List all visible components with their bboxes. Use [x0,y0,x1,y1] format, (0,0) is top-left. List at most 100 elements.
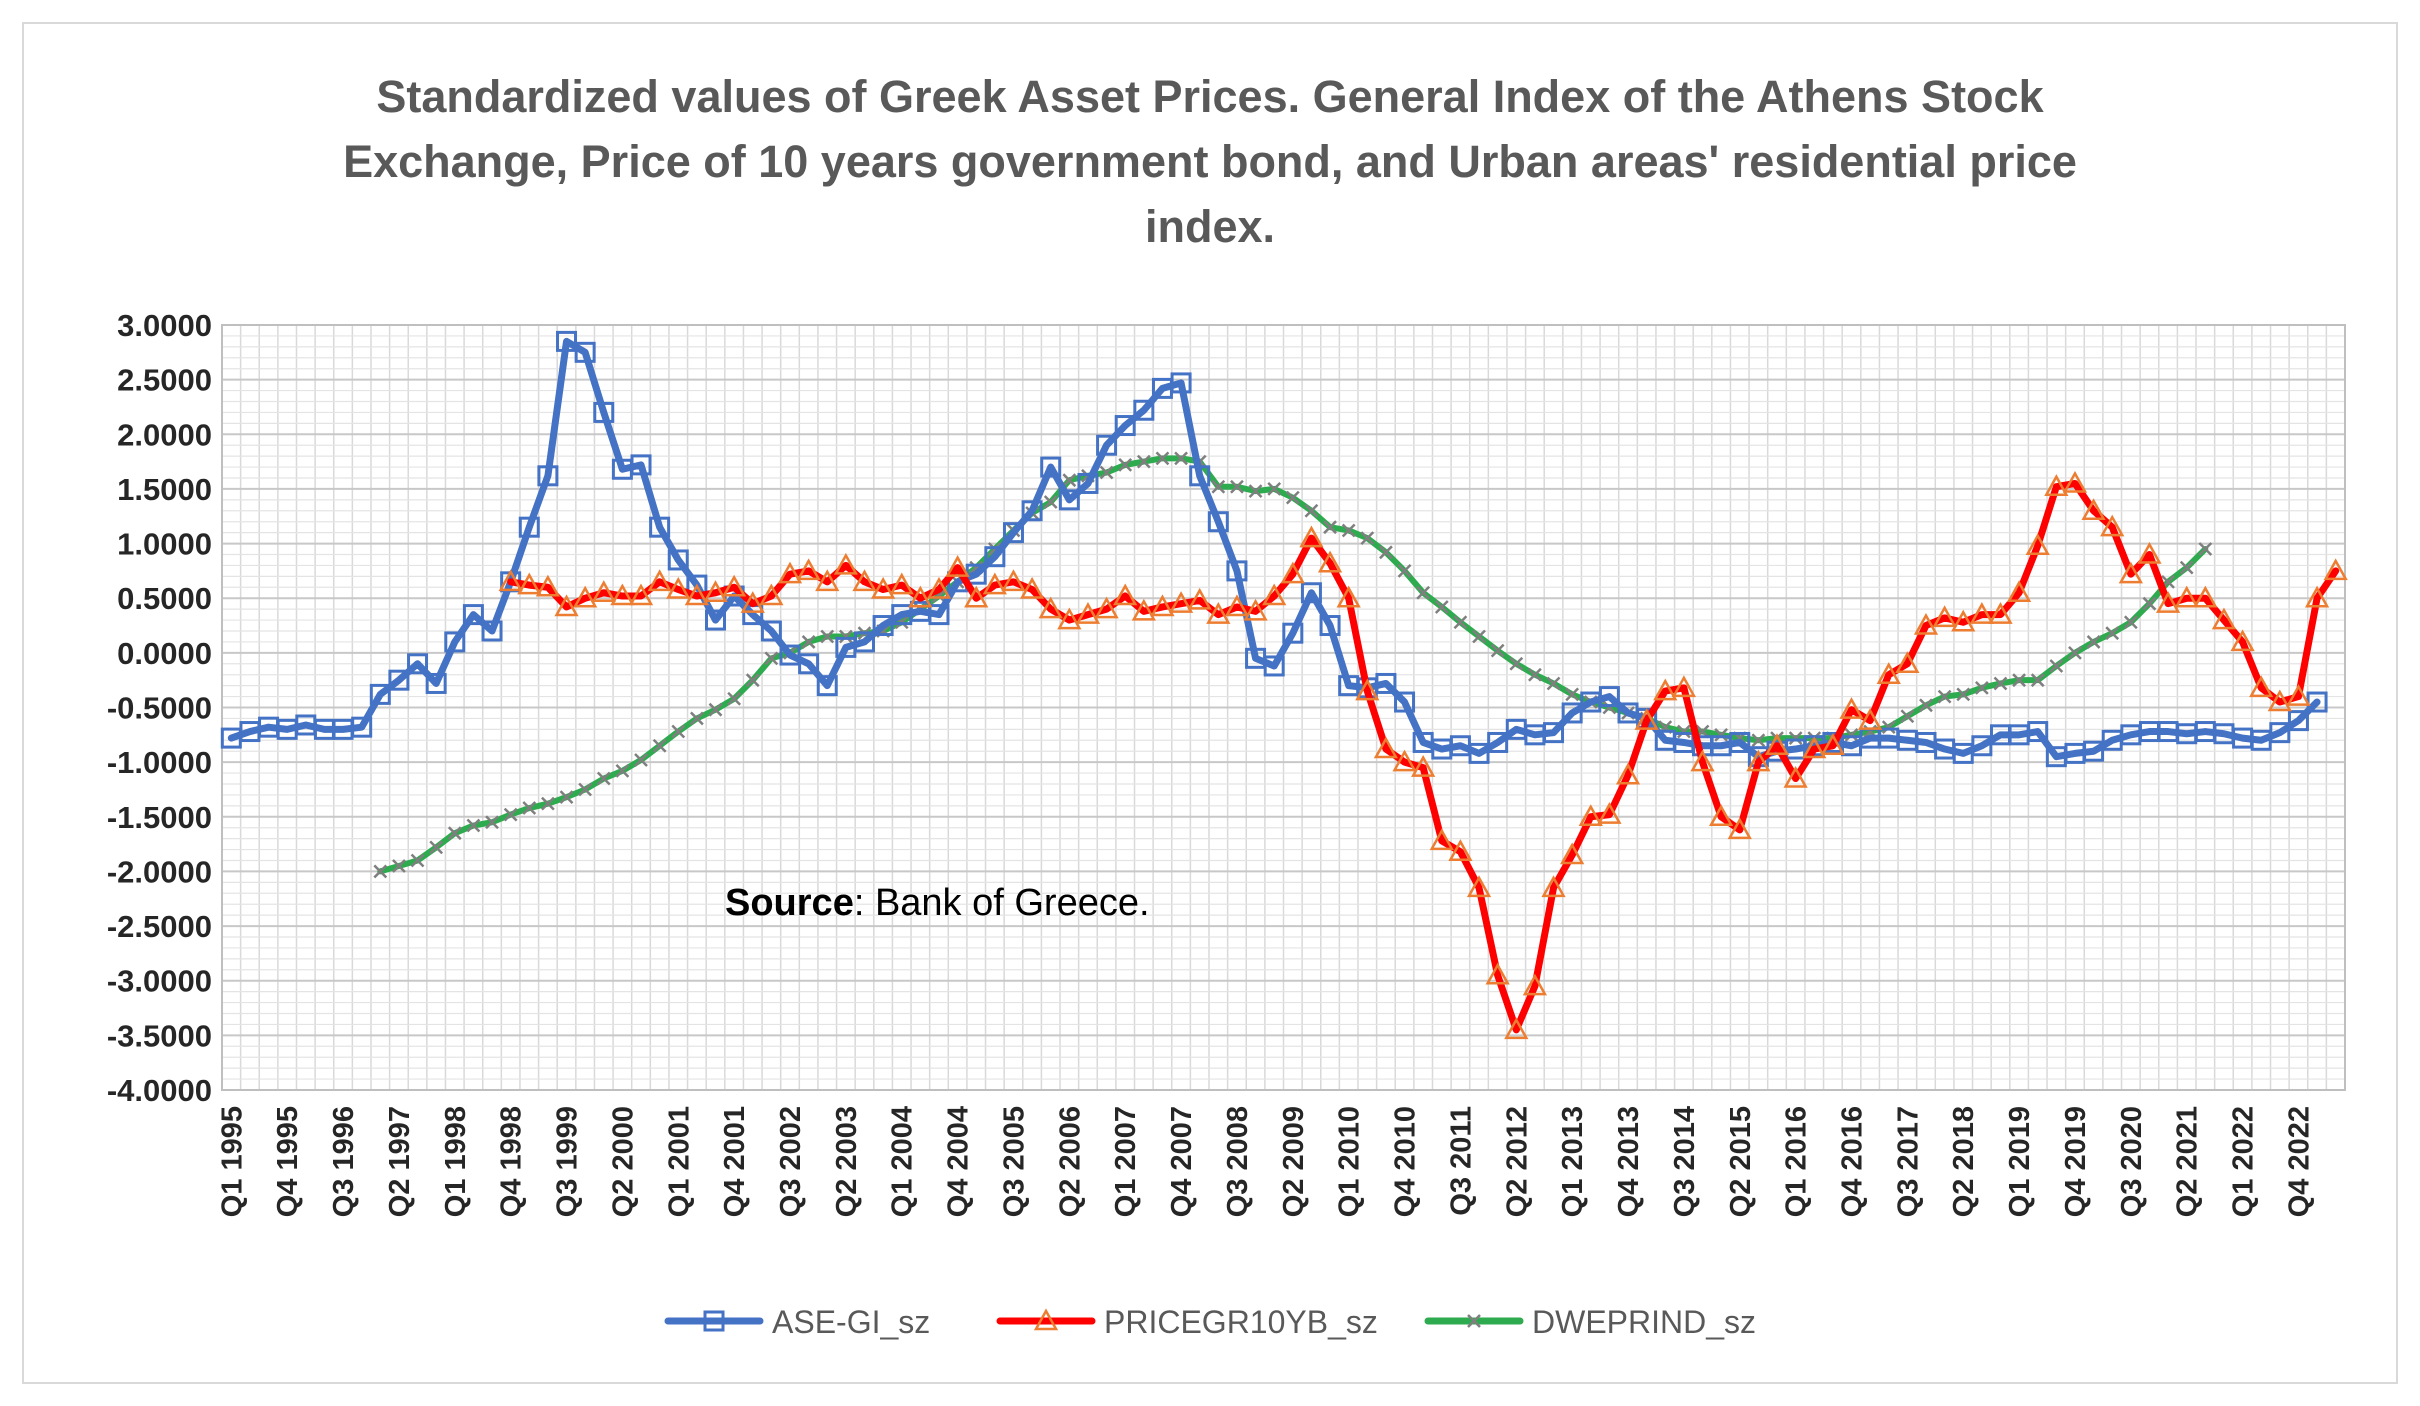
data-point [1615,762,1641,785]
y-tick-label: 1.5000 [117,472,212,507]
data-point [503,807,518,822]
x-tick-label: Q2 2021 [2172,1106,2204,1217]
data-point [652,738,667,753]
data-point [908,585,933,608]
x-tick-label: Q1 2007 [1110,1106,1142,1217]
data-point [392,859,406,873]
data-point [2286,683,2311,706]
data-point [1075,602,1101,624]
x-tick-label: Q2 2012 [1501,1106,1533,1217]
data-point [1206,602,1231,624]
chart-title-line-2: Exchange, Price of 10 years government b… [343,136,2077,187]
data-point [1937,689,1952,704]
data-point [1224,594,1250,617]
data-point [2123,615,2138,630]
data-point [853,631,875,653]
data-point [796,558,821,581]
data-point [1560,842,1585,865]
x-tick-label: Q4 2016 [1836,1106,1868,1217]
data-point [615,764,630,778]
data-point [1504,1017,1529,1040]
data-point [1913,612,1939,635]
data-point [1788,731,1803,745]
data-point [2287,710,2309,732]
data-point [1057,607,1082,630]
data-point [1751,733,1766,748]
data-point [1764,733,1790,755]
data-point [1323,520,1337,535]
data-point [1783,765,1808,788]
legend-marker [1033,1308,1059,1331]
data-point [1578,804,1603,827]
x-tick-label: Q4 2019 [2060,1106,2092,1217]
x-tick-label: Q4 1998 [496,1106,528,1217]
x-tick-label: Q1 1995 [216,1106,248,1217]
data-point [1487,731,1509,753]
data-point [1319,615,1341,637]
data-point [1131,598,1156,621]
data-point [1543,722,1565,744]
x-tick-label: Q3 2002 [775,1106,807,1217]
data-point [2267,689,2292,712]
data-point [1243,598,1268,621]
data-point [444,631,466,653]
data-point [2142,596,2157,611]
data-point [2269,722,2291,744]
x-tick-label: Q1 2010 [1334,1106,1366,1217]
data-point [2230,629,2255,652]
data-point [2174,585,2199,608]
y-axis-ticks: 3.0000 2.5000 2.0000 1.5000 1.0000 0.5000 0.00… [107,308,212,1108]
data-point [634,753,648,767]
data-point [1096,434,1118,456]
data-point [647,569,672,592]
data-point [1900,709,1915,724]
data-point [1509,656,1524,671]
data-point [591,580,616,602]
legend-item-ASE-GI_sz: ASE-GI_sz [664,1304,930,1340]
data-point [1485,962,1510,985]
data-point [2012,673,2026,688]
x-tick-label: Q3 2014 [1669,1106,1701,1217]
data-point [1373,736,1399,759]
y-tick-label: -3.5000 [107,1018,212,1053]
data-point [1094,596,1119,619]
data-point [1876,662,1901,684]
x-tick-label: Q2 2003 [831,1106,863,1217]
data-point [1453,615,1468,630]
data-point [815,569,840,592]
data-point [554,594,579,617]
data-point [429,840,444,855]
data-point [1951,609,1976,632]
data-point [2118,561,2143,584]
data-point [573,585,598,608]
x-tick-label: Q3 2017 [1892,1106,1924,1217]
data-point [1839,697,1864,719]
data-point [1472,629,1486,644]
data-point [838,629,853,644]
x-tick-label: Q1 2022 [2228,1106,2260,1217]
data-point [1392,749,1417,772]
y-tick-label: -1.5000 [107,800,212,835]
data-point [593,401,615,423]
data-point [1522,973,1548,996]
data-point [410,853,425,868]
data-point [984,546,1006,568]
data-point [1597,802,1622,824]
x-tick-label: Q2 2018 [1948,1106,1980,1217]
data-point [945,555,970,577]
y-tick-label: -1.0000 [107,745,212,780]
data-point [689,711,704,726]
data-point [1300,582,1322,604]
data-point [2030,673,2045,688]
data-point [1038,596,1063,619]
y-tick-label: -3.0000 [107,964,212,999]
data-point [1113,583,1138,606]
legend-label: DWEPRIND_sz [1532,1304,1756,1340]
data-point [1541,875,1566,898]
data-point [1299,525,1324,548]
x-tick-label: Q3 2011 [1445,1106,1477,1216]
y-tick-label: 0.0000 [117,636,212,671]
chart-frame [22,22,2398,1384]
data-point [522,801,537,815]
data-point [2083,740,2105,762]
